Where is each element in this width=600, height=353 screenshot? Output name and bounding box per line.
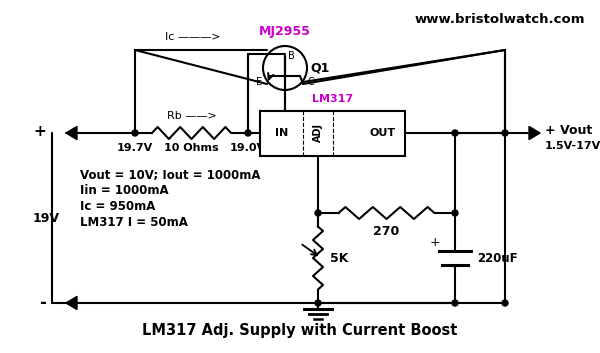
- Text: www.bristolwatch.com: www.bristolwatch.com: [415, 13, 585, 26]
- Text: -: -: [39, 294, 46, 312]
- Text: 10 Ohms: 10 Ohms: [164, 143, 219, 153]
- Polygon shape: [66, 297, 77, 310]
- Text: 1.5V-17V: 1.5V-17V: [545, 141, 600, 151]
- Text: 19.7V: 19.7V: [117, 143, 153, 153]
- Circle shape: [315, 210, 321, 216]
- Text: 220uF: 220uF: [477, 251, 518, 264]
- Text: B: B: [288, 51, 295, 61]
- Text: Ic ———>: Ic ———>: [165, 32, 221, 42]
- Text: LM317: LM317: [312, 95, 353, 104]
- Text: MJ2955: MJ2955: [259, 25, 311, 38]
- Text: E: E: [256, 77, 262, 87]
- Text: Ic = 950mA: Ic = 950mA: [80, 201, 155, 214]
- Text: Rb ——>: Rb ——>: [167, 111, 217, 121]
- Text: IN: IN: [275, 128, 289, 138]
- Polygon shape: [66, 126, 77, 139]
- Text: Iin = 1000mA: Iin = 1000mA: [80, 185, 169, 197]
- Polygon shape: [529, 126, 540, 139]
- Circle shape: [452, 300, 458, 306]
- Circle shape: [502, 300, 508, 306]
- Text: 19V: 19V: [32, 211, 59, 225]
- Text: +: +: [430, 236, 440, 249]
- Text: OUT: OUT: [370, 128, 396, 138]
- Text: 270: 270: [373, 225, 400, 238]
- Circle shape: [452, 130, 458, 136]
- Text: +: +: [33, 124, 46, 138]
- Text: + Vout: + Vout: [545, 125, 592, 138]
- Circle shape: [502, 130, 508, 136]
- Text: LM317 I = 50mA: LM317 I = 50mA: [80, 216, 188, 229]
- Text: Q1: Q1: [310, 61, 329, 74]
- Text: ADJ: ADJ: [313, 124, 323, 143]
- Text: 19.0V: 19.0V: [230, 143, 266, 153]
- Circle shape: [315, 300, 321, 306]
- Circle shape: [132, 130, 138, 136]
- Circle shape: [452, 210, 458, 216]
- Bar: [260, 110, 405, 156]
- Text: Vout = 10V; Iout = 1000mA: Vout = 10V; Iout = 1000mA: [80, 168, 260, 181]
- Text: LM317 Adj. Supply with Current Boost: LM317 Adj. Supply with Current Boost: [142, 323, 458, 338]
- Text: C: C: [307, 77, 314, 87]
- Circle shape: [245, 130, 251, 136]
- Text: 5K: 5K: [330, 251, 349, 264]
